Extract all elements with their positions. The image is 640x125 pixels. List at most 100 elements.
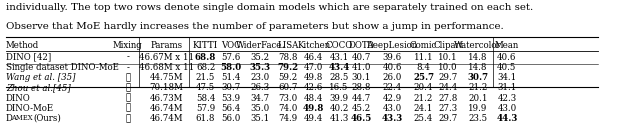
Text: ✓: ✓ bbox=[125, 114, 131, 123]
Text: 11.1: 11.1 bbox=[413, 52, 433, 62]
Text: COCO: COCO bbox=[325, 41, 353, 50]
Text: 41.3: 41.3 bbox=[330, 114, 349, 123]
Text: 27.8: 27.8 bbox=[438, 94, 458, 102]
Text: 49.4: 49.4 bbox=[304, 114, 323, 123]
Text: 68.8: 68.8 bbox=[195, 52, 216, 62]
Text: 29.7: 29.7 bbox=[438, 73, 458, 82]
Text: 59.2: 59.2 bbox=[278, 73, 298, 82]
Text: DOTA: DOTA bbox=[349, 41, 374, 50]
Text: D: D bbox=[6, 114, 13, 123]
Text: 20.1: 20.1 bbox=[468, 94, 488, 102]
Text: 23.5: 23.5 bbox=[468, 114, 488, 123]
Text: 24.4: 24.4 bbox=[438, 83, 458, 92]
Text: 61.8: 61.8 bbox=[196, 114, 215, 123]
Text: 78.8: 78.8 bbox=[278, 52, 298, 62]
Text: 43.0: 43.0 bbox=[497, 104, 516, 113]
Text: 39.6: 39.6 bbox=[383, 52, 402, 62]
Text: 31.1: 31.1 bbox=[497, 83, 516, 92]
Text: 46.74M: 46.74M bbox=[150, 104, 184, 113]
Text: WiderFace: WiderFace bbox=[236, 41, 283, 50]
Text: 60.7: 60.7 bbox=[278, 83, 298, 92]
Text: Clipart: Clipart bbox=[433, 41, 463, 50]
Text: DINO: DINO bbox=[6, 94, 31, 102]
Text: 79.2: 79.2 bbox=[278, 63, 299, 72]
Text: Mean: Mean bbox=[495, 41, 519, 50]
Text: 46.4: 46.4 bbox=[304, 52, 323, 62]
Text: 26.0: 26.0 bbox=[383, 73, 402, 82]
Text: 35.0: 35.0 bbox=[250, 104, 269, 113]
Text: 57.9: 57.9 bbox=[196, 104, 215, 113]
Text: ✓: ✓ bbox=[125, 73, 131, 82]
Text: ✓: ✓ bbox=[125, 94, 131, 102]
Text: 26.3: 26.3 bbox=[250, 83, 269, 92]
Text: 35.2: 35.2 bbox=[250, 52, 269, 62]
Text: 49.8: 49.8 bbox=[303, 104, 324, 113]
Text: 42.3: 42.3 bbox=[497, 94, 516, 102]
Text: 28.8: 28.8 bbox=[351, 83, 371, 92]
Text: AMEX: AMEX bbox=[11, 114, 33, 122]
Text: -: - bbox=[126, 52, 129, 62]
Text: DeepLesion: DeepLesion bbox=[367, 41, 418, 50]
Text: 39.9: 39.9 bbox=[330, 94, 349, 102]
Text: 35.3: 35.3 bbox=[249, 63, 270, 72]
Text: 56.0: 56.0 bbox=[221, 114, 241, 123]
Text: 35.1: 35.1 bbox=[250, 114, 269, 123]
Text: Zhou et al.[45]: Zhou et al.[45] bbox=[6, 83, 71, 92]
Text: 20.4: 20.4 bbox=[414, 83, 433, 92]
Text: DINO-MoE: DINO-MoE bbox=[6, 104, 54, 113]
Text: 21.2: 21.2 bbox=[414, 94, 433, 102]
Text: 10.0: 10.0 bbox=[438, 63, 458, 72]
Text: 46.5: 46.5 bbox=[351, 114, 372, 123]
Text: 23.0: 23.0 bbox=[250, 73, 269, 82]
Text: 47.5: 47.5 bbox=[196, 83, 215, 92]
Text: 46.68M x 11: 46.68M x 11 bbox=[139, 63, 195, 72]
Text: 43.1: 43.1 bbox=[330, 52, 349, 62]
Text: 73.0: 73.0 bbox=[278, 94, 298, 102]
Text: Comic: Comic bbox=[410, 41, 437, 50]
Text: 25.4: 25.4 bbox=[414, 114, 433, 123]
Text: 27.3: 27.3 bbox=[438, 104, 458, 113]
Text: 24.1: 24.1 bbox=[414, 104, 433, 113]
Text: 21.2: 21.2 bbox=[468, 83, 488, 92]
Text: 46.73M: 46.73M bbox=[150, 94, 183, 102]
Text: 40.6: 40.6 bbox=[383, 63, 402, 72]
Text: VOC: VOC bbox=[221, 41, 241, 50]
Text: (Ours): (Ours) bbox=[33, 114, 61, 123]
Text: 47.0: 47.0 bbox=[304, 63, 323, 72]
Text: 56.4: 56.4 bbox=[221, 104, 241, 113]
Text: 58.4: 58.4 bbox=[196, 94, 215, 102]
Text: 42.6: 42.6 bbox=[304, 83, 323, 92]
Text: 49.8: 49.8 bbox=[304, 73, 323, 82]
Text: 46.67M x 11: 46.67M x 11 bbox=[139, 52, 194, 62]
Text: 44.75M: 44.75M bbox=[150, 73, 184, 82]
Text: -: - bbox=[126, 63, 129, 72]
Text: 57.6: 57.6 bbox=[221, 52, 241, 62]
Text: 40.2: 40.2 bbox=[330, 104, 349, 113]
Text: 22.4: 22.4 bbox=[383, 83, 402, 92]
Text: 46.74M: 46.74M bbox=[150, 114, 184, 123]
Text: 30.7: 30.7 bbox=[467, 73, 488, 82]
Text: 14.8: 14.8 bbox=[468, 63, 488, 72]
Text: Observe that MoE hardly increases the number of parameters but show a jump in pe: Observe that MoE hardly increases the nu… bbox=[6, 22, 504, 31]
Text: Method: Method bbox=[6, 41, 39, 50]
Text: 34.1: 34.1 bbox=[497, 73, 516, 82]
Text: 10.1: 10.1 bbox=[438, 52, 458, 62]
Text: 58.0: 58.0 bbox=[220, 63, 241, 72]
Text: 74.0: 74.0 bbox=[278, 104, 298, 113]
Text: individually. The top two rows denote single domain models which are separately : individually. The top two rows denote si… bbox=[6, 3, 533, 12]
Text: 40.7: 40.7 bbox=[352, 52, 371, 62]
Text: 21.5: 21.5 bbox=[196, 73, 215, 82]
Text: LISA: LISA bbox=[278, 41, 299, 50]
Text: 74.9: 74.9 bbox=[278, 114, 298, 123]
Text: ✓: ✓ bbox=[125, 83, 131, 92]
Text: 70.18M: 70.18M bbox=[150, 83, 184, 92]
Text: 16.5: 16.5 bbox=[330, 83, 349, 92]
Text: 40.5: 40.5 bbox=[497, 63, 516, 72]
Text: 34.7: 34.7 bbox=[250, 94, 269, 102]
Text: 44.3: 44.3 bbox=[496, 114, 518, 123]
Text: 45.2: 45.2 bbox=[352, 104, 371, 113]
Text: 25.7: 25.7 bbox=[413, 73, 434, 82]
Text: 30.1: 30.1 bbox=[352, 73, 371, 82]
Text: 43.0: 43.0 bbox=[383, 104, 402, 113]
Text: 29.7: 29.7 bbox=[438, 114, 458, 123]
